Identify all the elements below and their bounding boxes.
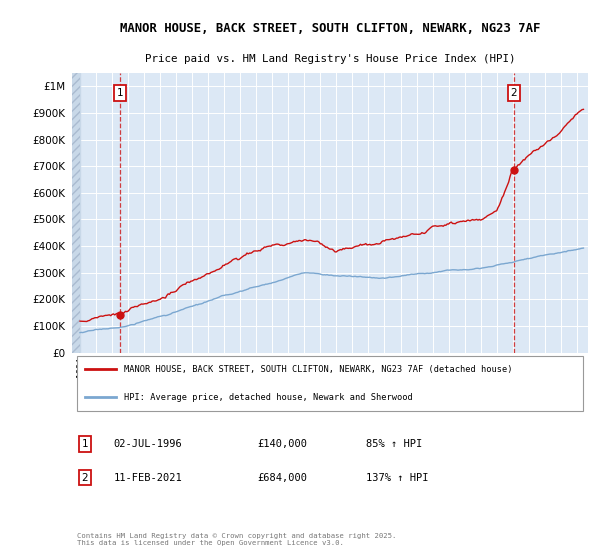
Text: MANOR HOUSE, BACK STREET, SOUTH CLIFTON, NEWARK, NG23 7AF (detached house): MANOR HOUSE, BACK STREET, SOUTH CLIFTON,…	[124, 365, 512, 374]
FancyBboxPatch shape	[77, 356, 583, 411]
Text: Price paid vs. HM Land Registry's House Price Index (HPI): Price paid vs. HM Land Registry's House …	[145, 54, 515, 64]
Text: 137% ↑ HPI: 137% ↑ HPI	[366, 473, 428, 483]
Text: HPI: Average price, detached house, Newark and Sherwood: HPI: Average price, detached house, Newa…	[124, 393, 412, 402]
Text: Contains HM Land Registry data © Crown copyright and database right 2025.
This d: Contains HM Land Registry data © Crown c…	[77, 533, 397, 546]
Text: 11-FEB-2021: 11-FEB-2021	[113, 473, 182, 483]
Text: MANOR HOUSE, BACK STREET, SOUTH CLIFTON, NEWARK, NG23 7AF: MANOR HOUSE, BACK STREET, SOUTH CLIFTON,…	[120, 22, 540, 35]
Text: 2: 2	[82, 473, 88, 483]
Text: 02-JUL-1996: 02-JUL-1996	[113, 439, 182, 449]
Text: £140,000: £140,000	[258, 439, 308, 449]
Text: 1: 1	[117, 88, 124, 98]
Text: 1: 1	[82, 439, 88, 449]
Text: £684,000: £684,000	[258, 473, 308, 483]
Text: 2: 2	[511, 88, 517, 98]
Text: 85% ↑ HPI: 85% ↑ HPI	[366, 439, 422, 449]
Polygon shape	[72, 73, 80, 353]
